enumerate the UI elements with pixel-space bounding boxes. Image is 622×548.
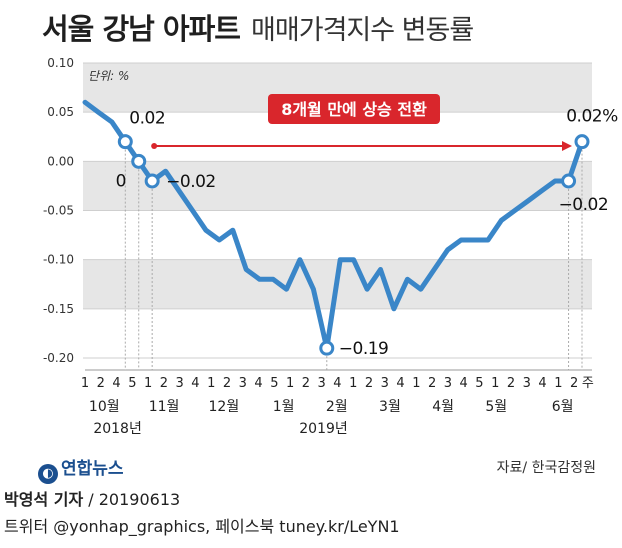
x-month-label: 6월 (552, 399, 574, 415)
x-month-label: 12월 (209, 399, 240, 415)
data-label: 0.02% (566, 107, 618, 127)
y-tick-label: 0.00 (47, 154, 74, 168)
y-tick-label: -0.15 (43, 302, 74, 316)
x-week-label: 4 (254, 376, 262, 391)
credit-line: 박영석 기자 / 20190613 (4, 486, 180, 510)
data-label: −0.19 (339, 339, 389, 359)
point-marker (144, 173, 160, 189)
x-week-label: 4 (396, 376, 404, 391)
x-week-label: 2 (97, 376, 105, 391)
x-year-label: 2019년 (299, 421, 348, 437)
x-week-label: 4 (333, 376, 341, 391)
data-label: −0.02 (559, 195, 609, 215)
data-label: 0 (116, 171, 126, 191)
data-label: −0.02 (166, 172, 216, 192)
x-week-label: 2 (365, 376, 373, 391)
x-week-label: 3 (176, 376, 184, 391)
x-week-label: 2 (302, 376, 310, 391)
x-week-label: 2 (570, 376, 578, 391)
point-marker (319, 340, 335, 356)
x-month-label: 11월 (149, 399, 180, 415)
credit-name: 박영석 기자 (4, 490, 84, 509)
x-week-label: 2 (428, 376, 436, 391)
y-tick-label: 0.05 (47, 105, 74, 119)
x-week-label: 3 (381, 376, 389, 391)
annotation-box (268, 94, 440, 124)
x-month-label: 4월 (432, 399, 454, 415)
grid-band (83, 161, 592, 211)
x-week-label: 1 (412, 376, 420, 391)
point-marker (561, 173, 577, 189)
x-year-label: 2018년 (93, 421, 142, 437)
x-week-label: 4 (112, 376, 120, 391)
chart-title: 서울 강남 아파트 매매가격지수 변동률 (42, 6, 474, 48)
x-week-label: 1 (554, 376, 562, 391)
x-week-label: 1 (349, 376, 357, 391)
x-month-label: 3월 (379, 399, 401, 415)
x-week-label: 1 (207, 376, 215, 391)
y-tick-label: 0.10 (47, 56, 74, 70)
x-week-label: 3 (523, 376, 531, 391)
unit-label: 단위: % (88, 69, 129, 83)
x-month-label: 1월 (273, 399, 295, 415)
x-week-label: 2 (160, 376, 168, 391)
x-week-label: 5 (270, 376, 278, 391)
x-week-label: 5 (475, 376, 483, 391)
data-label: 0.02 (129, 109, 165, 129)
point-marker (131, 153, 147, 169)
title-main: 서울 강남 아파트 (42, 12, 241, 46)
x-week-label: 2 (223, 376, 231, 391)
x-week-label: 3 (444, 376, 452, 391)
x-week-label: 4 (191, 376, 199, 391)
x-month-label: 10월 (89, 399, 120, 415)
annotation-arrowhead (562, 141, 572, 151)
x-week-label: 1 (286, 376, 294, 391)
series-line (82, 99, 585, 351)
logo-text: 연합뉴스 (61, 459, 124, 479)
y-tick-label: -0.10 (43, 253, 74, 267)
y-tick-label: -0.20 (43, 351, 74, 365)
logo: ◐ 연합뉴스 (38, 454, 124, 484)
x-week-label: 1 (144, 376, 152, 391)
x-week-label: 4 (538, 376, 546, 391)
credit-date: / 20190613 (88, 490, 181, 509)
y-tick-label: -0.05 (43, 204, 74, 218)
point-marker (574, 134, 590, 150)
x-month-label: 5월 (485, 399, 507, 415)
annotation-arrow-start (151, 143, 158, 149)
x-week-label: 3 (239, 376, 247, 391)
point-marker (117, 134, 133, 150)
x-month-label: 2월 (326, 399, 348, 415)
x-week-label: 1 (81, 376, 89, 391)
source-note: 자료/ 한국감정원 (496, 460, 596, 476)
x-week-label: 5 (128, 376, 136, 391)
annotation-text: 8개월 만에 상승 전환 (281, 100, 427, 119)
x-week-label: 4 (460, 376, 468, 391)
x-week-label: 3 (318, 376, 326, 391)
x-week-label: 2 (507, 376, 515, 391)
globe-icon: ◐ (38, 464, 58, 484)
x-week-suffix: 주 (582, 376, 594, 391)
x-week-label: 1 (491, 376, 499, 391)
social-line: 트위터 @yonhap_graphics, 페이스북 tuney.kr/LeYN… (4, 517, 400, 536)
title-sub: 매매가격지수 변동률 (251, 15, 474, 46)
